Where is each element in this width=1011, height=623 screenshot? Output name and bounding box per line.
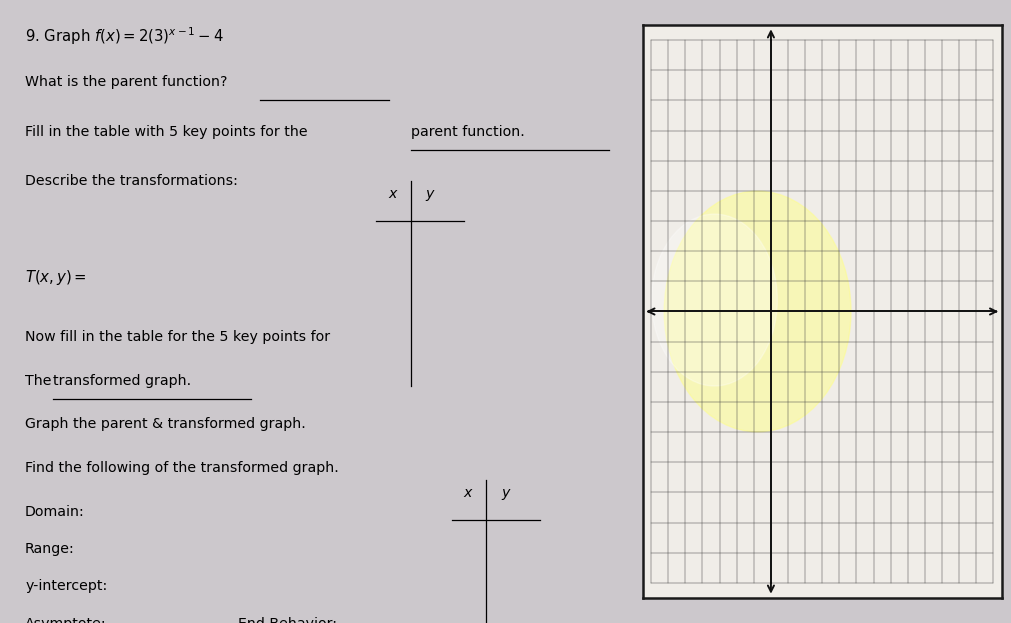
Text: Range:: Range: xyxy=(25,542,75,556)
Text: $T(x, y) =$: $T(x, y) =$ xyxy=(25,268,87,287)
Text: Fill in the table with 5 key points for the: Fill in the table with 5 key points for … xyxy=(25,125,307,138)
Text: Graph the parent & transformed graph.: Graph the parent & transformed graph. xyxy=(25,417,305,431)
Text: y: y xyxy=(500,486,509,500)
Text: transformed graph.: transformed graph. xyxy=(54,374,191,388)
Ellipse shape xyxy=(651,214,776,386)
Text: What is the parent function?: What is the parent function? xyxy=(25,75,227,88)
Text: The: The xyxy=(25,374,56,388)
Text: Domain:: Domain: xyxy=(25,505,85,518)
Text: Find the following of the transformed graph.: Find the following of the transformed gr… xyxy=(25,461,339,475)
Text: Asymptote:: Asymptote: xyxy=(25,617,106,623)
Text: y-intercept:: y-intercept: xyxy=(25,579,107,593)
Text: End Behavior:: End Behavior: xyxy=(239,617,337,623)
Text: parent function.: parent function. xyxy=(410,125,525,138)
Text: x: x xyxy=(463,486,471,500)
Ellipse shape xyxy=(663,191,850,432)
Text: y: y xyxy=(426,187,434,201)
Text: Describe the transformations:: Describe the transformations: xyxy=(25,174,238,188)
Text: 9. Graph $f(x) = 2(3)^{x-1} - 4$: 9. Graph $f(x) = 2(3)^{x-1} - 4$ xyxy=(25,25,223,47)
Text: x: x xyxy=(387,187,396,201)
Text: Now fill in the table for the 5 key points for: Now fill in the table for the 5 key poin… xyxy=(25,330,330,344)
